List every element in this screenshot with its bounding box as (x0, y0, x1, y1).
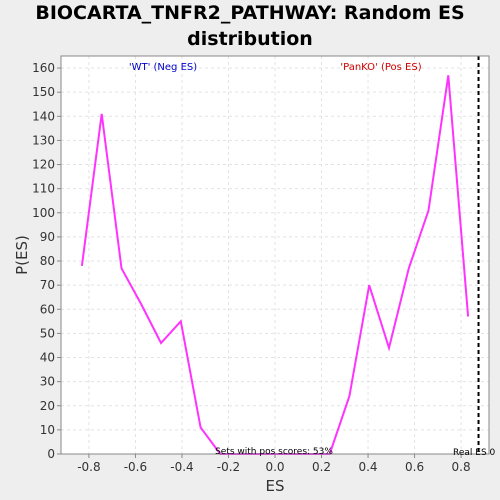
y-tick-label: 110 (32, 182, 55, 196)
x-tick-label: -0.4 (170, 460, 193, 474)
tick-layer: 0 10 20 30 40 50 60 70 80 90 100 110 120 130 140 150 160… (32, 61, 471, 474)
pos-es-label: 'PanKO' (Pos ES) (340, 62, 421, 73)
x-tick-label: -0.8 (77, 460, 100, 474)
y-tick-label: 80 (40, 254, 55, 268)
x-axis-label: ES (266, 477, 285, 495)
grid-layer (61, 56, 489, 455)
y-axis-label: P(ES) (13, 235, 31, 275)
y-tick-label: 60 (40, 302, 55, 316)
y-tick-label: 10 (40, 423, 55, 437)
y-tick-label: 130 (32, 133, 55, 147)
y-tick-label: 70 (40, 278, 55, 292)
x-tick-label: -0.2 (217, 460, 240, 474)
real-es-label: Real ES 0 (453, 448, 496, 458)
y-tick-label: 140 (32, 109, 55, 123)
y-tick-label: 30 (40, 375, 55, 389)
y-tick-label: 150 (32, 85, 55, 99)
x-tick-label: 0.6 (405, 460, 424, 474)
x-tick-label: 0.0 (265, 460, 284, 474)
y-tick-label: 100 (32, 206, 55, 220)
plot-border (60, 55, 490, 455)
y-tick-label: 20 (40, 399, 55, 413)
x-tick-label: 0.4 (358, 460, 377, 474)
neg-es-label: 'WT' (Neg ES) (129, 62, 197, 73)
y-tick-label: 40 (40, 351, 55, 365)
y-tick-label: 90 (40, 230, 55, 244)
y-tick-label: 120 (32, 158, 55, 172)
chart-title: BIOCARTA_TNFR2_PATHWAY: Random ES distri… (35, 2, 465, 50)
y-tick-label: 50 (40, 326, 55, 340)
pos-scores-label: Sets with pos scores: 53% (215, 447, 333, 457)
y-tick-label: 0 (47, 447, 55, 461)
y-tick-label: 160 (32, 61, 55, 75)
x-tick-label: 0.2 (312, 460, 331, 474)
x-tick-label: -0.6 (124, 460, 147, 474)
x-tick-label: 0.8 (452, 460, 471, 474)
